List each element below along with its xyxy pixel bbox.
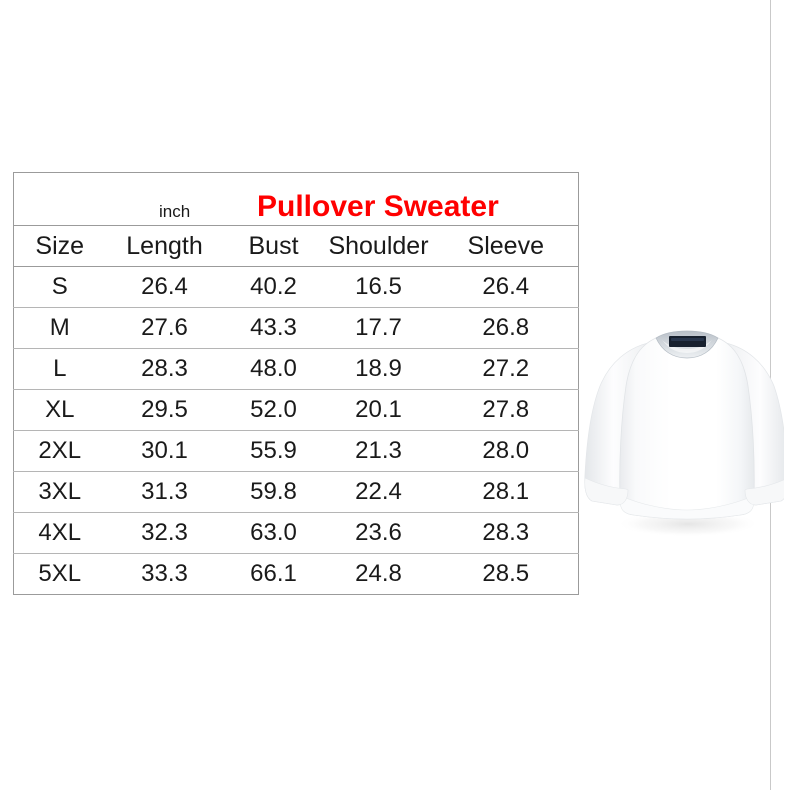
column-header-length: Length bbox=[105, 225, 224, 267]
cell-bust: 66.1 bbox=[223, 553, 324, 595]
cell-size: 3XL bbox=[13, 471, 106, 513]
cell-shoulder: 23.6 bbox=[323, 512, 434, 554]
cell-sleeve: 28.3 bbox=[433, 512, 580, 554]
table-row: 4XL 32.3 63.0 23.6 28.3 bbox=[13, 512, 580, 554]
cell-bust: 43.3 bbox=[223, 307, 324, 349]
table-row: 3XL 31.3 59.8 22.4 28.1 bbox=[13, 471, 580, 513]
size-chart-table: inch Pullover Sweater Size Length Bust S… bbox=[12, 172, 580, 595]
table-row: XL 29.5 52.0 20.1 27.8 bbox=[13, 389, 580, 431]
unit-label: inch bbox=[159, 202, 191, 221]
cell-length: 26.4 bbox=[105, 266, 224, 308]
cell-length: 27.6 bbox=[105, 307, 224, 349]
cell-bust: 52.0 bbox=[223, 389, 324, 431]
cell-sleeve: 27.2 bbox=[433, 348, 580, 390]
cell-bust: 59.8 bbox=[223, 471, 324, 513]
table-row: S 26.4 40.2 16.5 26.4 bbox=[13, 266, 580, 308]
cell-length: 30.1 bbox=[105, 430, 224, 472]
cell-sleeve: 26.4 bbox=[433, 266, 580, 308]
cell-bust: 63.0 bbox=[223, 512, 324, 554]
cell-shoulder: 18.9 bbox=[323, 348, 434, 390]
cell-size: L bbox=[13, 348, 106, 390]
table-row: L 28.3 48.0 18.9 27.2 bbox=[13, 348, 580, 390]
bottom-hem bbox=[619, 495, 755, 520]
chart-title-row: inch Pullover Sweater bbox=[12, 172, 580, 226]
cell-bust: 48.0 bbox=[223, 348, 324, 390]
cuff-left bbox=[584, 477, 629, 506]
cell-bust: 55.9 bbox=[223, 430, 324, 472]
table-row: 2XL 30.1 55.9 21.3 28.0 bbox=[13, 430, 580, 472]
cell-length: 32.3 bbox=[105, 512, 224, 554]
cell-shoulder: 20.1 bbox=[323, 389, 434, 431]
page-title: Pullover Sweater bbox=[257, 190, 499, 223]
column-header-sleeve: Sleeve bbox=[433, 225, 580, 267]
cuff-right bbox=[744, 479, 784, 506]
cell-shoulder: 21.3 bbox=[323, 430, 434, 472]
cell-size: S bbox=[13, 266, 106, 308]
cell-length: 29.5 bbox=[105, 389, 224, 431]
product-image-sweater bbox=[584, 312, 784, 537]
chart-title-cell: inch Pullover Sweater bbox=[12, 172, 580, 226]
column-header-size: Size bbox=[13, 225, 106, 267]
size-chart: inch Pullover Sweater Size Length Bust S… bbox=[12, 172, 580, 595]
neck-label bbox=[669, 336, 706, 347]
cell-sleeve: 27.8 bbox=[433, 389, 580, 431]
cell-size: 4XL bbox=[13, 512, 106, 554]
cell-sleeve: 28.5 bbox=[433, 553, 580, 595]
cell-sleeve: 28.1 bbox=[433, 471, 580, 513]
neck-label-highlight bbox=[671, 338, 704, 341]
table-row: 5XL 33.3 66.1 24.8 28.5 bbox=[13, 553, 580, 595]
cell-sleeve: 26.8 bbox=[433, 307, 580, 349]
cell-size: M bbox=[13, 307, 106, 349]
cell-length: 31.3 bbox=[105, 471, 224, 513]
cell-shoulder: 17.7 bbox=[323, 307, 434, 349]
column-header-shoulder: Shoulder bbox=[323, 225, 434, 267]
cell-size: 2XL bbox=[13, 430, 106, 472]
cell-size: 5XL bbox=[13, 553, 106, 595]
cell-shoulder: 22.4 bbox=[323, 471, 434, 513]
table-row: M 27.6 43.3 17.7 26.8 bbox=[13, 307, 580, 349]
sweater-body bbox=[619, 331, 755, 520]
cell-sleeve: 28.0 bbox=[433, 430, 580, 472]
cell-size: XL bbox=[13, 389, 106, 431]
cell-shoulder: 16.5 bbox=[323, 266, 434, 308]
table-header-row: Size Length Bust Shoulder Sleeve bbox=[13, 225, 580, 267]
cell-bust: 40.2 bbox=[223, 266, 324, 308]
cell-length: 28.3 bbox=[105, 348, 224, 390]
cell-length: 33.3 bbox=[105, 553, 224, 595]
column-header-bust: Bust bbox=[223, 225, 324, 267]
cell-shoulder: 24.8 bbox=[323, 553, 434, 595]
collar-inner-edge bbox=[662, 340, 712, 353]
